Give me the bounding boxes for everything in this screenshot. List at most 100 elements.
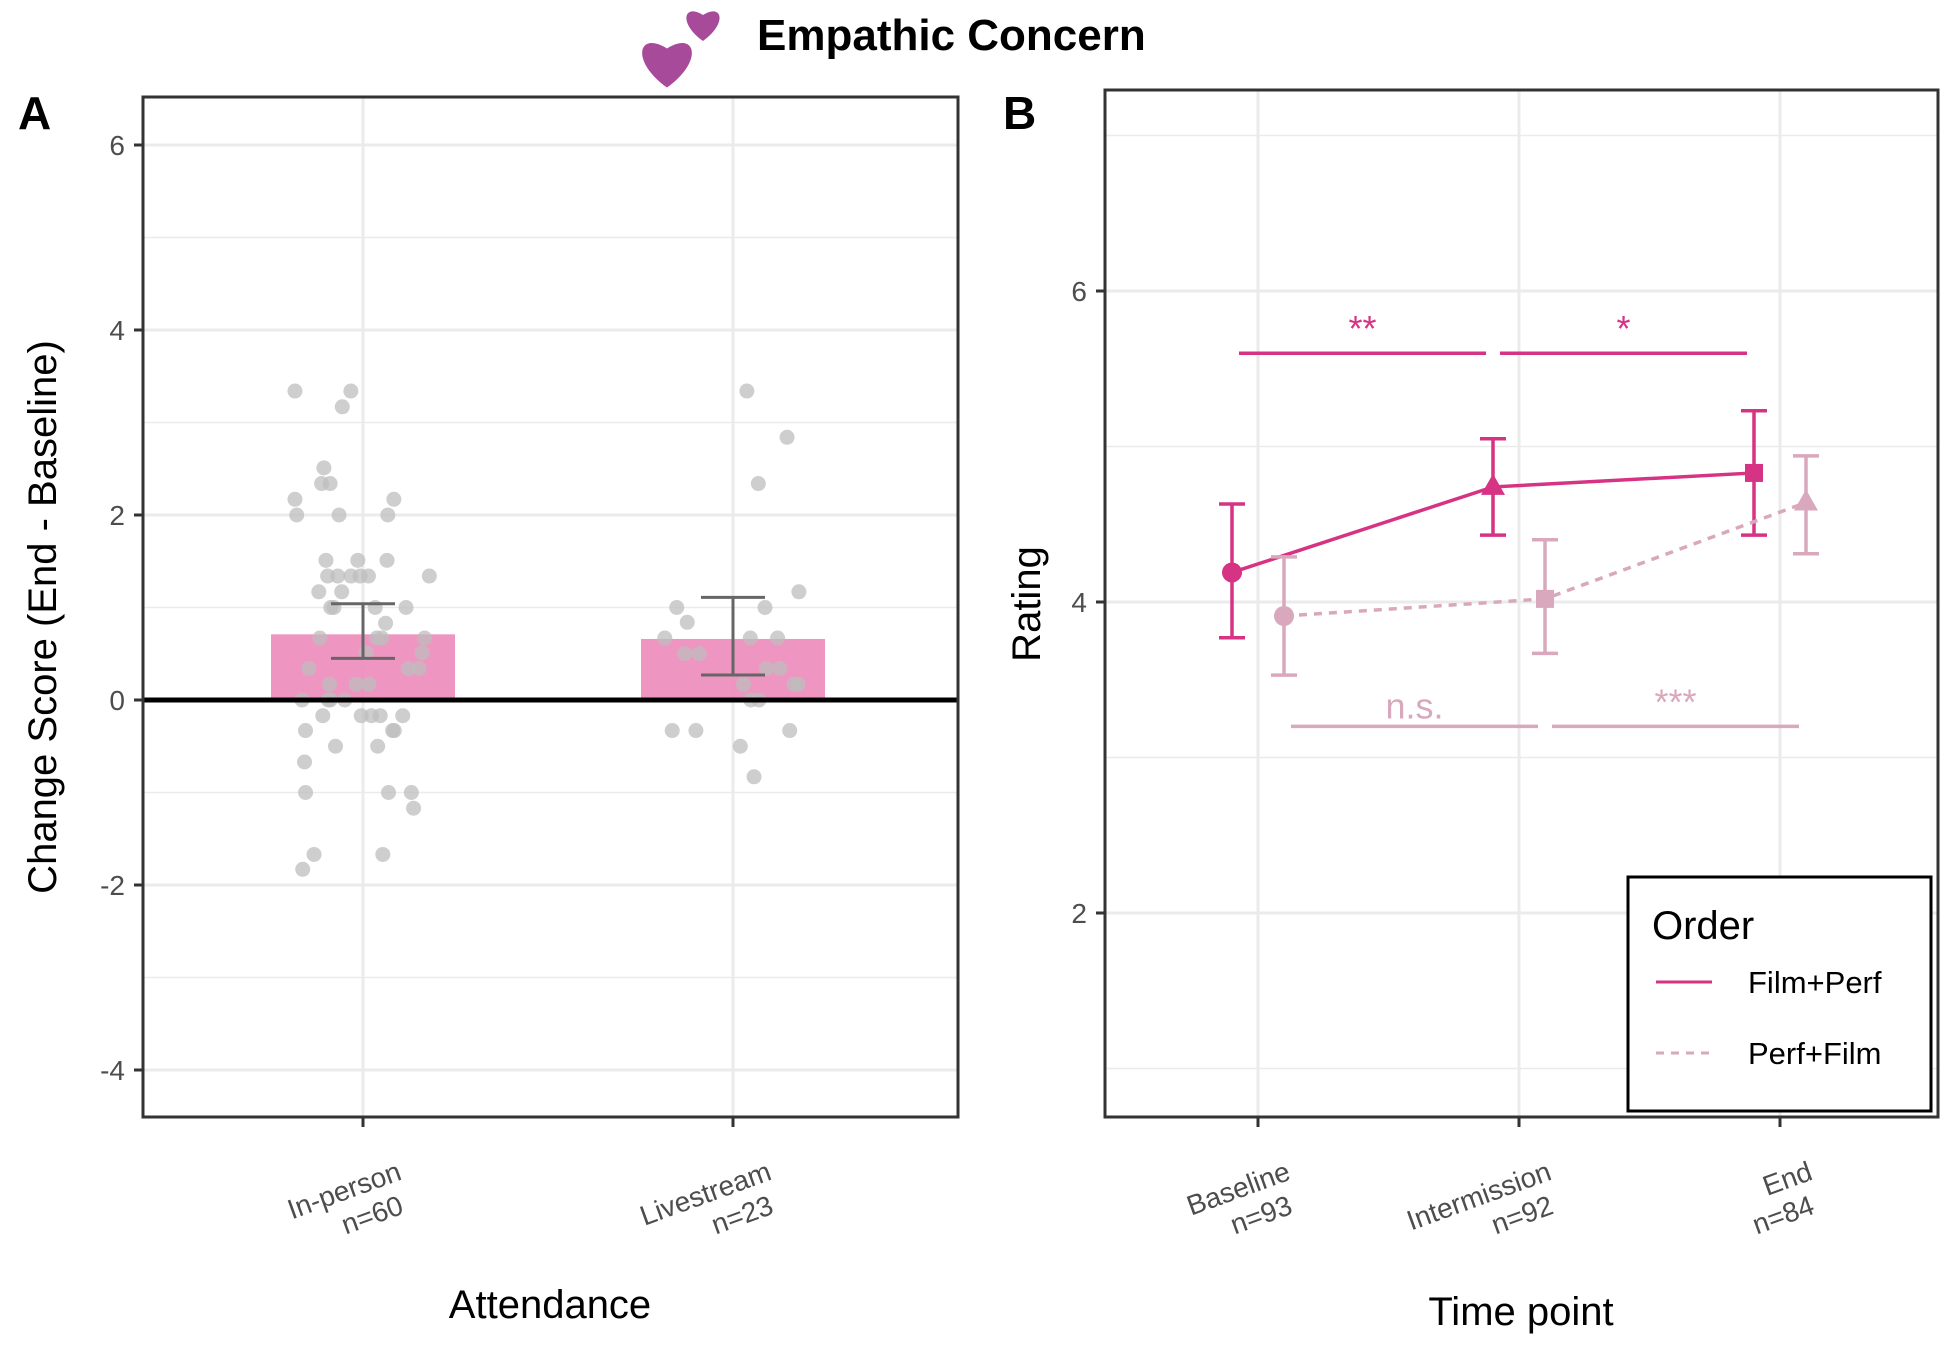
data-point: [395, 708, 411, 724]
data-point: [306, 846, 322, 862]
data-point: [367, 600, 383, 615]
title-heart-icon: [642, 11, 720, 88]
data-point: [343, 383, 359, 399]
panel-a-points: [287, 383, 807, 877]
data-point: [400, 661, 416, 677]
data-point: [779, 429, 795, 445]
data-point: [352, 568, 368, 584]
data-point: [379, 552, 395, 568]
y-tick-label: 6: [1071, 276, 1087, 307]
point-marker-triangle: [1481, 473, 1505, 495]
data-point: [664, 723, 680, 739]
y-tick-label: 4: [1071, 587, 1087, 618]
data-point: [380, 507, 396, 523]
data-point: [287, 491, 303, 507]
panel-b-tag: B: [1003, 87, 1036, 139]
data-point: [318, 552, 334, 568]
data-point: [316, 460, 332, 476]
data-point: [363, 708, 379, 724]
data-point: [421, 568, 437, 584]
data-point: [791, 584, 807, 600]
data-point: [311, 584, 327, 600]
data-point: [414, 645, 430, 661]
data-point: [782, 723, 798, 739]
y-tick-label: 0: [109, 685, 125, 716]
data-point: [314, 476, 330, 492]
significance-label: **: [1348, 308, 1376, 349]
data-point: [298, 723, 314, 739]
data-point: [742, 630, 758, 646]
data-point: [298, 785, 314, 800]
data-point: [301, 661, 317, 677]
panel-a-y-axis-title: Change Score (End - Baseline): [21, 340, 65, 894]
y-tick-label: 2: [109, 500, 125, 531]
data-point: [732, 738, 748, 754]
panel-a-tag: A: [18, 87, 51, 139]
data-point: [385, 723, 401, 739]
legend-label-perf-film: Perf+Film: [1748, 1036, 1882, 1071]
data-point: [381, 785, 397, 800]
data-point: [374, 630, 390, 646]
y-tick-label: -4: [100, 1055, 125, 1086]
data-point: [326, 600, 342, 615]
data-point: [691, 646, 707, 662]
figure-title: Empathic Concern: [757, 11, 1146, 60]
legend-title: Order: [1652, 904, 1754, 948]
data-point: [312, 630, 328, 646]
significance-label: ***: [1654, 681, 1696, 722]
data-point: [398, 600, 414, 615]
data-point: [669, 600, 685, 615]
panel-a-grid: [143, 97, 958, 1117]
data-point: [378, 615, 394, 631]
y-tick-label: 2: [1071, 898, 1087, 929]
data-point: [330, 568, 346, 584]
data-point: [331, 507, 347, 523]
data-point: [328, 738, 344, 754]
data-point: [679, 614, 695, 630]
data-point: [746, 769, 762, 785]
data-point: [375, 846, 391, 862]
data-point: [735, 676, 751, 692]
data-point: [334, 399, 350, 415]
data-point: [289, 507, 305, 523]
legend-box: [1626, 875, 1933, 1113]
heart-small-icon: [686, 11, 720, 41]
data-point: [297, 754, 313, 770]
data-point: [348, 676, 364, 692]
legend: Order Film+Perf Perf+Film: [1626, 875, 1933, 1113]
point-marker-circle: [1222, 562, 1242, 583]
y-tick-label: -2: [100, 870, 125, 901]
panel-a-border: [141, 95, 960, 1119]
y-tick-label: 6: [109, 130, 125, 161]
x-tick-label-n: n=84: [1748, 1190, 1818, 1241]
legend-label-film-perf: Film+Perf: [1748, 965, 1882, 1000]
significance-label: *: [1616, 308, 1630, 349]
panel-b-x-axis-title: Time point: [1428, 1290, 1613, 1334]
data-point: [386, 491, 402, 507]
panel-b-y-ticks: 2 4 6: [1071, 276, 1105, 929]
data-point: [770, 630, 786, 646]
data-point: [361, 676, 377, 692]
panel-b-series: [1219, 408, 1819, 677]
panel-a-y-ticks: -4 -2 0 2 4 6: [100, 130, 143, 1086]
panel-b-y-axis-title: Rating: [1005, 546, 1049, 662]
data-point: [295, 861, 311, 877]
point-marker-square: [1745, 463, 1763, 482]
point-marker-triangle: [1794, 489, 1818, 511]
data-point: [315, 708, 331, 724]
data-point: [739, 383, 755, 399]
point-marker-square: [1536, 589, 1554, 608]
data-point: [406, 800, 422, 816]
data-point: [334, 584, 350, 600]
data-point: [688, 723, 704, 739]
heart-large-icon: [642, 43, 692, 88]
data-point: [757, 600, 773, 615]
data-point: [350, 552, 366, 568]
data-point: [758, 661, 774, 677]
data-point: [403, 785, 419, 800]
point-marker-circle: [1274, 605, 1294, 626]
data-point: [750, 476, 766, 492]
